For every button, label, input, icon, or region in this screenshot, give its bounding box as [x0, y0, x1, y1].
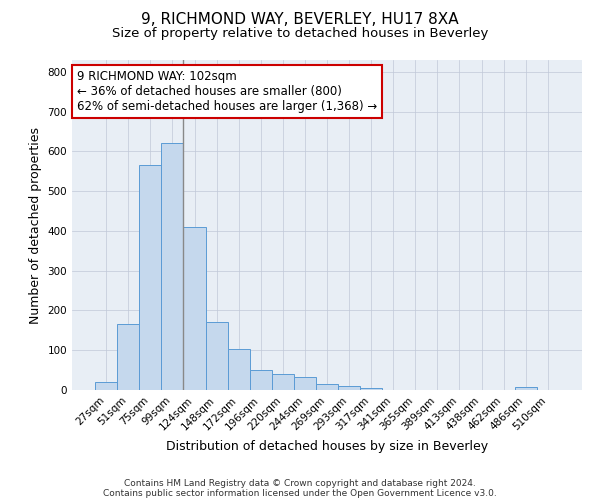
Bar — [139, 166, 161, 390]
Bar — [161, 144, 184, 390]
Bar — [95, 382, 117, 390]
X-axis label: Distribution of detached houses by size in Beverley: Distribution of detached houses by size … — [166, 440, 488, 453]
Bar — [294, 378, 316, 390]
Bar — [250, 370, 272, 390]
Bar — [360, 388, 382, 390]
Bar — [117, 324, 139, 390]
Text: Contains HM Land Registry data © Crown copyright and database right 2024.: Contains HM Land Registry data © Crown c… — [124, 478, 476, 488]
Text: Contains public sector information licensed under the Open Government Licence v3: Contains public sector information licen… — [103, 488, 497, 498]
Text: 9 RICHMOND WAY: 102sqm
← 36% of detached houses are smaller (800)
62% of semi-de: 9 RICHMOND WAY: 102sqm ← 36% of detached… — [77, 70, 377, 113]
Bar — [184, 227, 206, 390]
Bar — [206, 322, 227, 390]
Bar — [338, 386, 360, 390]
Text: 9, RICHMOND WAY, BEVERLEY, HU17 8XA: 9, RICHMOND WAY, BEVERLEY, HU17 8XA — [141, 12, 459, 28]
Bar — [272, 374, 294, 390]
Bar — [515, 387, 537, 390]
Text: Size of property relative to detached houses in Beverley: Size of property relative to detached ho… — [112, 28, 488, 40]
Bar — [316, 384, 338, 390]
Bar — [227, 350, 250, 390]
Y-axis label: Number of detached properties: Number of detached properties — [29, 126, 42, 324]
